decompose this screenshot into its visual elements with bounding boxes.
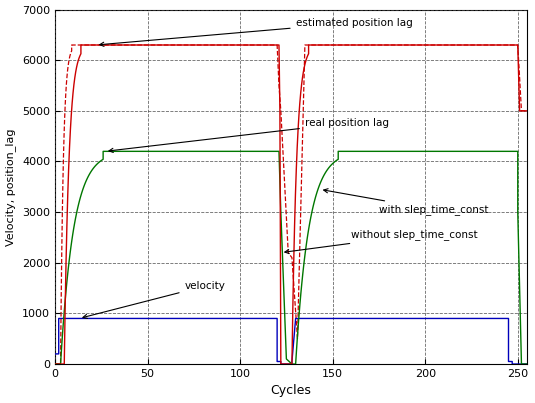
X-axis label: Cycles: Cycles — [271, 384, 311, 397]
Text: estimated position lag: estimated position lag — [100, 18, 412, 46]
Text: real position lag: real position lag — [109, 118, 389, 152]
Text: without slep_time_const: without slep_time_const — [285, 229, 478, 253]
Text: velocity: velocity — [83, 281, 225, 318]
Text: with slep_time_const: with slep_time_const — [324, 189, 488, 215]
Y-axis label: Velocity, position_lag: Velocity, position_lag — [5, 128, 17, 245]
